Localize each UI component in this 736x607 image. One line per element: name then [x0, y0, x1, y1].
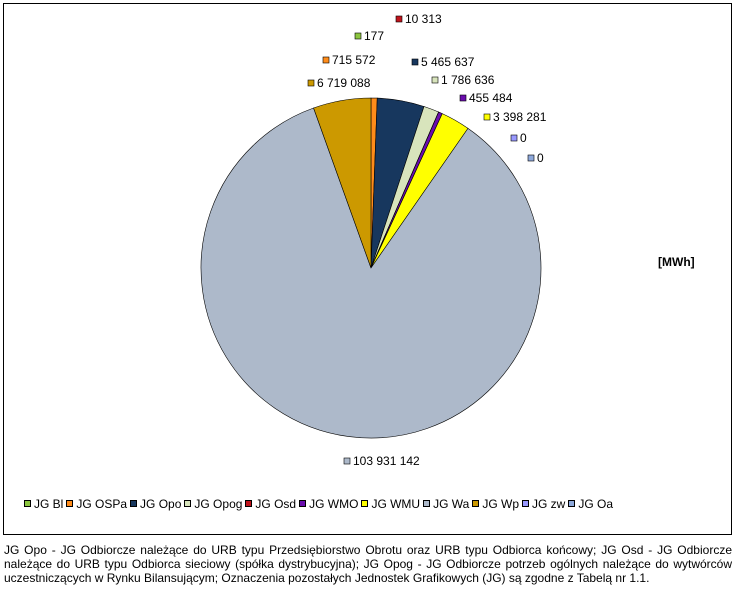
legend-label: JG Opo [140, 496, 182, 511]
data-label-text: 715 572 [332, 53, 376, 67]
data-label-swatch [510, 134, 518, 142]
data-label-jg-opo: 5 465 637 [411, 55, 475, 69]
data-label-swatch [431, 76, 439, 84]
legend-label: JG Osd [255, 496, 297, 511]
unit-label: [MWh] [658, 255, 695, 269]
data-label-text: 5 465 637 [421, 55, 475, 69]
legend-label: JG WMU [371, 496, 421, 511]
data-label-jg-osd: 10 313 [395, 12, 442, 26]
data-label-swatch [459, 94, 467, 102]
legend-label: JG Wa [433, 496, 470, 511]
legend-item-jg-ospa: JG OSPa [66, 497, 127, 511]
data-label-jg-wmu: 3 398 281 [483, 110, 547, 124]
legend-swatch [299, 500, 307, 507]
legend-item-jg-opo: JG Opo [130, 497, 181, 511]
legend-item-jg-wmu: JG WMU [361, 497, 420, 511]
data-label-swatch [411, 58, 419, 66]
footnote: JG Opo - JG Odbiorcze należące do URB ty… [4, 543, 732, 585]
data-label-text: 0 [520, 131, 527, 145]
data-label-jg-ospa: 715 572 [322, 53, 376, 67]
legend-item-jg-zw: JG zw [522, 497, 565, 511]
data-label-text: 0 [537, 151, 544, 165]
data-label-jg-wa: 103 931 142 [343, 454, 420, 468]
data-label-text: 6 719 088 [317, 76, 371, 90]
legend-label: JG Oa [578, 496, 614, 511]
data-label-swatch [483, 113, 491, 121]
data-label-jg-wmo: 455 484 [459, 91, 513, 105]
data-label-text: 3 398 281 [493, 110, 547, 124]
legend-swatch [423, 500, 431, 507]
data-label-text: 103 931 142 [353, 454, 420, 468]
legend-item-jg-oa: JG Oa [568, 497, 613, 511]
data-label-swatch [527, 154, 535, 162]
data-label-swatch [354, 32, 362, 40]
data-label-jg-opog: 1 786 636 [431, 73, 495, 87]
data-label-swatch [322, 56, 330, 64]
data-label-jg-wp: 6 719 088 [307, 76, 371, 90]
legend-swatch [361, 500, 369, 507]
pie-slice-jg-wa [200, 107, 542, 439]
pie-slice-jg-wp [313, 97, 372, 269]
data-label-swatch [343, 457, 351, 465]
legend-label: JG Opog [194, 496, 243, 511]
legend-label: JG WMO [309, 496, 359, 511]
data-label-swatch [307, 79, 315, 87]
data-label-swatch [395, 15, 403, 23]
legend-swatch [24, 500, 31, 507]
legend-swatch [184, 500, 192, 507]
legend-swatch [130, 500, 138, 507]
legend-label: JG OSPa [76, 496, 128, 511]
legend-item-jg-wp: JG Wp [472, 497, 519, 511]
data-label-text: 1 786 636 [441, 73, 495, 87]
data-label-text: 455 484 [469, 91, 513, 105]
legend-label: JG Wp [482, 496, 519, 511]
legend-label: JG Bl [34, 496, 64, 511]
data-label-jg-bl: 177 [354, 29, 384, 43]
data-label-text: 177 [364, 29, 384, 43]
legend-swatch [522, 500, 529, 507]
legend-item-jg-bl: JG Bl [24, 497, 63, 511]
pie-chart: 177 715 572 5 465 637 1 786 636 10 313 455 48… [200, 12, 547, 468]
chart-frame: 177 715 572 5 465 637 1 786 636 10 313 455 48… [3, 3, 732, 535]
legend-item-jg-opog: JG Opog [184, 497, 242, 511]
data-label-text: 10 313 [405, 12, 442, 26]
legend-swatch [66, 500, 74, 507]
data-label-jg-zw: 0 [510, 131, 527, 145]
legend-item-jg-wa: JG Wa [423, 497, 469, 511]
legend-item-jg-osd: JG Osd [245, 497, 296, 511]
legend-item-jg-wmo: JG WMO [299, 497, 358, 511]
legend-label: JG zw [532, 496, 566, 511]
legend-swatch [472, 500, 480, 507]
legend-swatch [568, 500, 576, 507]
legend-swatch [245, 500, 253, 507]
data-label-jg-oa: 0 [527, 151, 544, 165]
legend: JG Bl JG OSPa JG Opo JG Opog JG Osd JG WMO JG … [24, 496, 616, 511]
